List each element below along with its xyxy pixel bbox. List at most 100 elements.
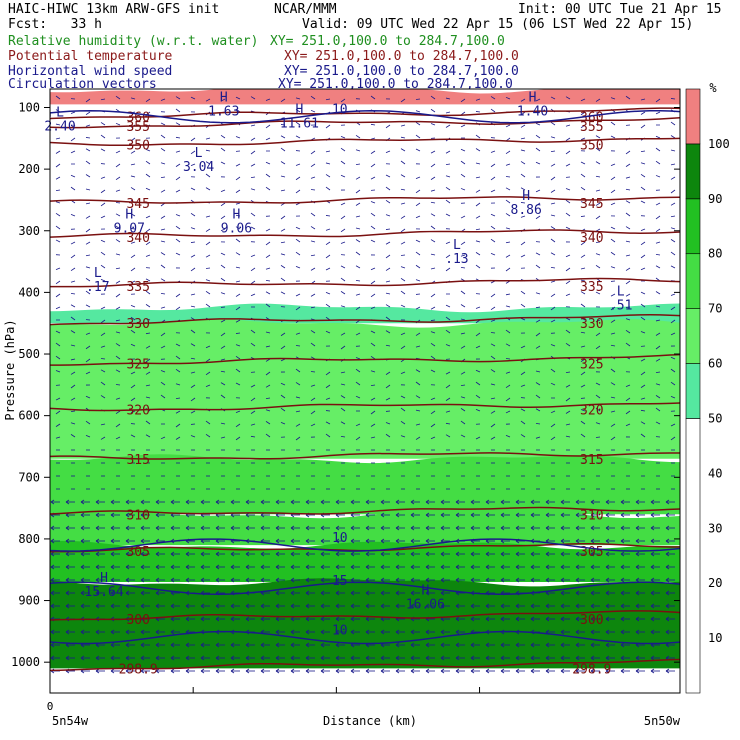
- theta-contour-label: 330: [580, 317, 603, 332]
- wind-vector: [655, 253, 661, 256]
- wind-vector: [520, 137, 526, 140]
- wind-vector: [430, 369, 436, 373]
- wind-vector: [145, 434, 151, 438]
- wind-vector: [350, 590, 360, 596]
- wind-vector: [515, 603, 525, 609]
- wind-vector: [580, 420, 586, 425]
- wind-vector: [475, 332, 481, 337]
- wind-vector: [85, 371, 91, 375]
- extremum-type: H: [220, 90, 228, 105]
- wind-vector: [430, 410, 436, 415]
- wind-vector: [400, 277, 406, 282]
- wind-vector: [185, 642, 195, 648]
- wind-vector: [445, 267, 451, 272]
- wind-vector: [160, 189, 166, 193]
- wind-vector: [545, 564, 555, 570]
- wind-vector: [430, 319, 436, 321]
- wind-vector: [650, 512, 660, 518]
- wind-vector: [520, 111, 526, 116]
- wind-vector: [560, 616, 570, 622]
- wind-vector: [595, 291, 601, 295]
- wind-vector: [475, 252, 481, 256]
- wind-vector: [265, 331, 271, 334]
- wind-vector: [460, 188, 466, 191]
- wind-vector: [245, 642, 255, 648]
- extremum-value: 1.63: [208, 104, 239, 119]
- extremum-value: 3.04: [183, 160, 214, 175]
- wind-vector: [530, 577, 540, 583]
- wind-vector: [245, 577, 255, 583]
- wind-vector: [355, 163, 361, 166]
- wind-vector: [305, 564, 315, 570]
- wind-vector: [410, 525, 420, 531]
- wind-vector: [130, 137, 136, 142]
- wind-vector: [130, 97, 136, 100]
- wind-vector: [125, 577, 135, 583]
- wind-vector: [305, 642, 315, 648]
- wind-vector: [575, 499, 585, 505]
- wind-vector: [380, 499, 390, 505]
- wind-vector: [635, 629, 645, 635]
- wind-vector: [220, 134, 226, 139]
- wind-vector: [545, 499, 555, 505]
- wind-vector: [475, 162, 481, 165]
- wind-vector: [220, 277, 226, 282]
- wind-vector: [50, 603, 60, 609]
- wind-vector: [250, 342, 256, 347]
- wind-vector: [100, 98, 106, 101]
- wind-vector: [500, 668, 510, 674]
- wind-vector: [280, 422, 286, 425]
- wind-vector: [385, 174, 391, 178]
- wind-vector: [115, 423, 121, 428]
- wind-vector: [110, 655, 120, 661]
- extremum-value: .17: [86, 280, 109, 295]
- wind-vector: [55, 95, 61, 100]
- wind-vector: [70, 292, 76, 295]
- wind-vector: [265, 421, 271, 425]
- wind-vector: [70, 254, 76, 259]
- colorbar-band: [685, 308, 701, 364]
- wind-vector: [610, 319, 616, 323]
- wind-vector: [320, 616, 330, 622]
- wind-vector: [355, 176, 361, 180]
- colorbar-band: [685, 88, 701, 145]
- wind-vector: [310, 254, 316, 257]
- wind-vector: [70, 422, 76, 425]
- wind-vector: [670, 306, 676, 311]
- y-tick-label: 400: [18, 285, 40, 299]
- wind-contour-line: [50, 109, 680, 124]
- colorbar-band: [685, 418, 701, 694]
- wind-vector: [410, 538, 420, 544]
- wind-vector: [430, 225, 436, 230]
- wind-vector: [475, 202, 481, 207]
- wind-vector: [595, 382, 601, 386]
- wind-vector: [205, 173, 211, 178]
- wind-vector: [160, 278, 166, 282]
- wind-vector: [130, 304, 136, 308]
- wind-vector: [470, 603, 480, 609]
- wind-vector: [415, 409, 421, 412]
- wind-vector: [310, 212, 316, 217]
- wind-vector: [590, 642, 600, 648]
- wind-vector: [125, 655, 135, 661]
- wind-vector: [505, 150, 511, 155]
- wind-vector: [355, 306, 361, 310]
- wind-vector: [595, 345, 601, 350]
- wind-vector: [560, 590, 570, 596]
- wind-vector: [640, 124, 646, 129]
- wind-vector: [415, 121, 421, 126]
- wind-vector: [550, 306, 556, 311]
- wind-vector: [565, 317, 571, 321]
- wind-vector: [295, 368, 301, 373]
- wind-vector: [490, 252, 496, 256]
- wind-vector: [640, 409, 646, 412]
- y-axis-label: Pressure (hPa): [3, 319, 17, 420]
- wind-vector: [200, 655, 210, 661]
- wind-vector: [365, 499, 375, 505]
- wind-vector: [655, 241, 661, 244]
- wind-vector: [220, 422, 226, 425]
- wind-vector: [355, 395, 361, 399]
- wind-vector: [500, 551, 510, 557]
- wind-vector: [610, 344, 616, 347]
- wind-vector: [580, 384, 586, 388]
